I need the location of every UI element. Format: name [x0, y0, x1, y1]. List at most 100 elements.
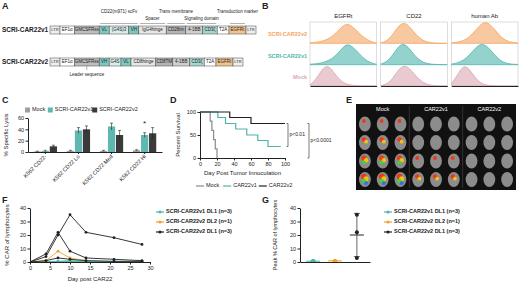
- mouse: [466, 172, 478, 187]
- point: [57, 250, 60, 253]
- signal: [364, 181, 368, 185]
- error-cap: [44, 150, 47, 151]
- error-bar: [135, 150, 138, 151]
- panel-label: C: [2, 95, 9, 105]
- mouse: [377, 172, 389, 187]
- tick-label: K562 CD22-: [22, 153, 48, 179]
- mouse: [466, 117, 478, 132]
- error-bar: [110, 123, 113, 130]
- segment: [129, 26, 139, 34]
- construct-diagram: SCRI-CAR22v1LTREF1αGMCSFRssVL(G4S)3VHIgG…: [2, 9, 259, 77]
- error-bar: [69, 150, 72, 151]
- construct-name: SCRI-CAR22v1: [2, 26, 49, 33]
- error-cap: [69, 150, 72, 151]
- segment: [166, 26, 186, 34]
- legend-label: SCRI-CAR22v2 DL1 (n=3): [166, 228, 232, 234]
- header: Transduction marker: [217, 9, 259, 14]
- error-cap: [77, 127, 80, 128]
- legend-swatch: [159, 231, 162, 234]
- error-bar: [118, 130, 121, 139]
- header-bracket: [100, 23, 138, 24]
- point: [355, 256, 359, 260]
- survival-line: [200, 112, 217, 158]
- tick-label: 80: [265, 161, 271, 167]
- bar: [141, 135, 148, 152]
- tick-label: 60: [18, 115, 24, 121]
- segment-label: IgG4hinge: [142, 27, 163, 32]
- tick: 50: [190, 132, 200, 138]
- legend-swatch: [387, 221, 390, 224]
- x-axis: [381, 86, 448, 87]
- point: [113, 260, 116, 262]
- tick: 30: [290, 219, 300, 225]
- plot-area: [451, 23, 518, 86]
- figure-root: ABCDEFGSCRI-CAR22v1LTREF1αGMCSFRssVL(G4S…: [0, 0, 520, 292]
- point: [45, 253, 48, 256]
- x-axis: 020406080100: [199, 158, 290, 167]
- point: [311, 260, 315, 262]
- segment-label: EGFRt: [231, 27, 246, 32]
- segment-label: GMCSFRss: [75, 59, 100, 64]
- tick-label: 5: [49, 265, 52, 271]
- point: [141, 259, 144, 262]
- segment: [217, 26, 229, 34]
- signal: [380, 161, 384, 165]
- segment-label: CD3ζ: [205, 27, 216, 32]
- tick-label: K562 CD22 Lo: [51, 153, 81, 183]
- point: [69, 258, 72, 261]
- subplot-title: EGFRt: [334, 13, 353, 19]
- tick-mark: [298, 262, 301, 263]
- legend-swatch: [384, 211, 392, 212]
- point: [141, 260, 144, 262]
- x-axis: [311, 86, 378, 87]
- mouse: [501, 117, 513, 132]
- signal: [418, 177, 422, 181]
- tick: 60: [248, 158, 254, 167]
- tick-label: 20: [290, 232, 296, 238]
- histogram: [381, 45, 448, 65]
- error-line: [86, 126, 87, 133]
- panel-label: A: [2, 1, 9, 11]
- annotation: *: [143, 119, 146, 128]
- tick: 0: [21, 149, 28, 155]
- mouse: [377, 117, 389, 132]
- tick-label: 0: [293, 259, 296, 265]
- ltr-label: LTR: [51, 27, 58, 32]
- tick: 15: [87, 262, 93, 271]
- legend-label: CAR22v1: [233, 182, 257, 188]
- point: [85, 257, 88, 260]
- error-line: [78, 128, 79, 134]
- tick: 100: [187, 109, 200, 115]
- segment-label: CD3ζ: [192, 59, 203, 64]
- column-label: CAR22v2: [478, 106, 502, 112]
- tick-mark: [28, 235, 31, 236]
- signal: [400, 181, 404, 185]
- signal: [398, 161, 402, 165]
- plot-area: [200, 112, 285, 158]
- plot-area: [30, 213, 143, 262]
- histogram: [310, 24, 377, 43]
- point: [141, 260, 144, 262]
- bar: [100, 151, 107, 152]
- tick: K562 CD22 Med: [81, 152, 114, 186]
- plot-area: [306, 213, 364, 262]
- tick: 0: [293, 259, 300, 265]
- error-cap: [85, 125, 88, 126]
- legend-swatch: [159, 211, 162, 214]
- tick-label: 25: [127, 265, 133, 271]
- series-line: [30, 258, 142, 262]
- point: [85, 259, 88, 262]
- tick-label: 0: [29, 265, 32, 271]
- axis-title: Day post CAR22: [68, 276, 113, 282]
- mouse: [430, 154, 442, 169]
- leader-pointer: [86, 66, 87, 70]
- mouse: [501, 172, 513, 187]
- axis-line: [300, 209, 301, 263]
- point: [57, 260, 60, 262]
- tick: 30: [147, 262, 153, 271]
- legend-label: SCRI-CAR22v2 DL2 (n=1): [166, 218, 232, 224]
- segment-label: VH: [101, 59, 107, 64]
- construct-name: SCRI-CAR22v2: [2, 58, 49, 65]
- point: [113, 260, 116, 262]
- signal: [362, 161, 366, 165]
